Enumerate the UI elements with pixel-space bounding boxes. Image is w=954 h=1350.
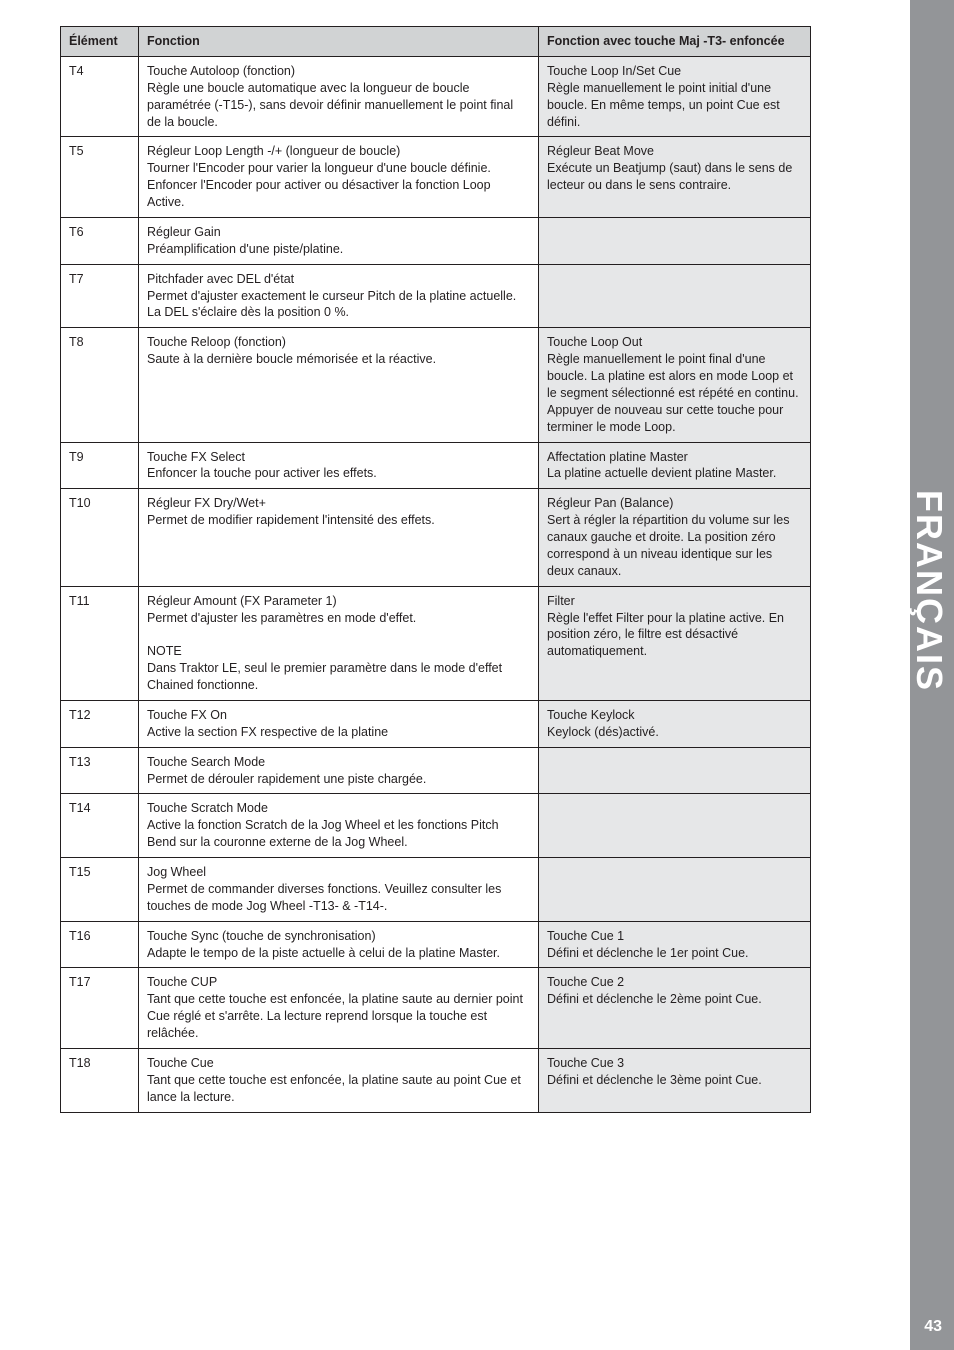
cell-maj: Touche Cue 3 Défini et déclenche le 3ème… [539, 1048, 811, 1112]
cell-maj [539, 858, 811, 922]
cell-element: T17 [61, 968, 139, 1049]
cell-element: T13 [61, 747, 139, 794]
table-row: T4Touche Autoloop (fonction) Règle une b… [61, 56, 811, 137]
cell-fonction: Jog Wheel Permet de commander diverses f… [139, 858, 539, 922]
cell-maj [539, 217, 811, 264]
function-table: Élément Fonction Fonction avec touche Ma… [60, 26, 811, 1113]
page-container: Élément Fonction Fonction avec touche Ma… [0, 0, 954, 1113]
cell-element: T5 [61, 137, 139, 218]
cell-element: T12 [61, 700, 139, 747]
cell-maj: Touche Cue 1 Défini et déclenche le 1er … [539, 921, 811, 968]
cell-maj: Touche Loop In/Set Cue Règle manuellemen… [539, 56, 811, 137]
table-row: T12Touche FX On Active la section FX res… [61, 700, 811, 747]
header-fonction: Fonction [139, 27, 539, 57]
table-row: T5Régleur Loop Length -/+ (longueur de b… [61, 137, 811, 218]
cell-fonction: Touche Scratch Mode Active la fonction S… [139, 794, 539, 858]
header-maj: Fonction avec touche Maj -T3- enfoncée [539, 27, 811, 57]
cell-element: T14 [61, 794, 139, 858]
cell-maj: Régleur Beat Move Exécute un Beatjump (s… [539, 137, 811, 218]
table-header-row: Élément Fonction Fonction avec touche Ma… [61, 27, 811, 57]
cell-maj [539, 747, 811, 794]
cell-fonction: Touche CUP Tant que cette touche est enf… [139, 968, 539, 1049]
table-row: T17Touche CUP Tant que cette touche est … [61, 968, 811, 1049]
table-row: T13Touche Search Mode Permet de dérouler… [61, 747, 811, 794]
cell-fonction: Touche FX On Active la section FX respec… [139, 700, 539, 747]
cell-fonction: Touche Search Mode Permet de dérouler ra… [139, 747, 539, 794]
cell-maj [539, 794, 811, 858]
cell-element: T15 [61, 858, 139, 922]
table-row: T7Pitchfader avec DEL d'état Permet d'aj… [61, 264, 811, 328]
language-sidebar: FRANÇAIS 43 [910, 0, 954, 1350]
language-label: FRANÇAIS [908, 490, 950, 692]
table-row: T16Touche Sync (touche de synchronisatio… [61, 921, 811, 968]
cell-fonction: Régleur Loop Length -/+ (longueur de bou… [139, 137, 539, 218]
cell-maj: Affectation platine Master La platine ac… [539, 442, 811, 489]
table-row: T8Touche Reloop (fonction) Saute à la de… [61, 328, 811, 442]
cell-fonction: Touche Reloop (fonction) Saute à la dern… [139, 328, 539, 442]
cell-element: T10 [61, 489, 139, 586]
table-row: T11Régleur Amount (FX Parameter 1) Perme… [61, 586, 811, 700]
cell-fonction: Régleur Amount (FX Parameter 1) Permet d… [139, 586, 539, 700]
table-row: T9Touche FX Select Enfoncer la touche po… [61, 442, 811, 489]
table-body: T4Touche Autoloop (fonction) Règle une b… [61, 56, 811, 1112]
page-number: 43 [924, 1318, 942, 1336]
cell-maj [539, 264, 811, 328]
cell-fonction: Régleur FX Dry/Wet+ Permet de modifier r… [139, 489, 539, 586]
table-row: T14Touche Scratch Mode Active la fonctio… [61, 794, 811, 858]
cell-element: T4 [61, 56, 139, 137]
cell-maj: Régleur Pan (Balance) Sert à régler la r… [539, 489, 811, 586]
cell-maj: Filter Règle l'effet Filter pour la plat… [539, 586, 811, 700]
table-row: T6Régleur Gain Préamplification d'une pi… [61, 217, 811, 264]
cell-element: T6 [61, 217, 139, 264]
cell-fonction: Régleur Gain Préamplification d'une pist… [139, 217, 539, 264]
table-row: T15Jog Wheel Permet de commander diverse… [61, 858, 811, 922]
cell-element: T16 [61, 921, 139, 968]
cell-element: T11 [61, 586, 139, 700]
cell-element: T18 [61, 1048, 139, 1112]
cell-maj: Touche Cue 2 Défini et déclenche le 2ème… [539, 968, 811, 1049]
cell-element: T7 [61, 264, 139, 328]
cell-element: T9 [61, 442, 139, 489]
cell-fonction: Touche Autoloop (fonction) Règle une bou… [139, 56, 539, 137]
table-row: T10Régleur FX Dry/Wet+ Permet de modifie… [61, 489, 811, 586]
cell-maj: Touche Loop Out Règle manuellement le po… [539, 328, 811, 442]
cell-fonction: Touche FX Select Enfoncer la touche pour… [139, 442, 539, 489]
cell-fonction: Touche Sync (touche de synchronisation) … [139, 921, 539, 968]
cell-element: T8 [61, 328, 139, 442]
cell-maj: Touche Keylock Keylock (dés)activé. [539, 700, 811, 747]
header-element: Élément [61, 27, 139, 57]
table-row: T18Touche Cue Tant que cette touche est … [61, 1048, 811, 1112]
cell-fonction: Touche Cue Tant que cette touche est enf… [139, 1048, 539, 1112]
cell-fonction: Pitchfader avec DEL d'état Permet d'ajus… [139, 264, 539, 328]
